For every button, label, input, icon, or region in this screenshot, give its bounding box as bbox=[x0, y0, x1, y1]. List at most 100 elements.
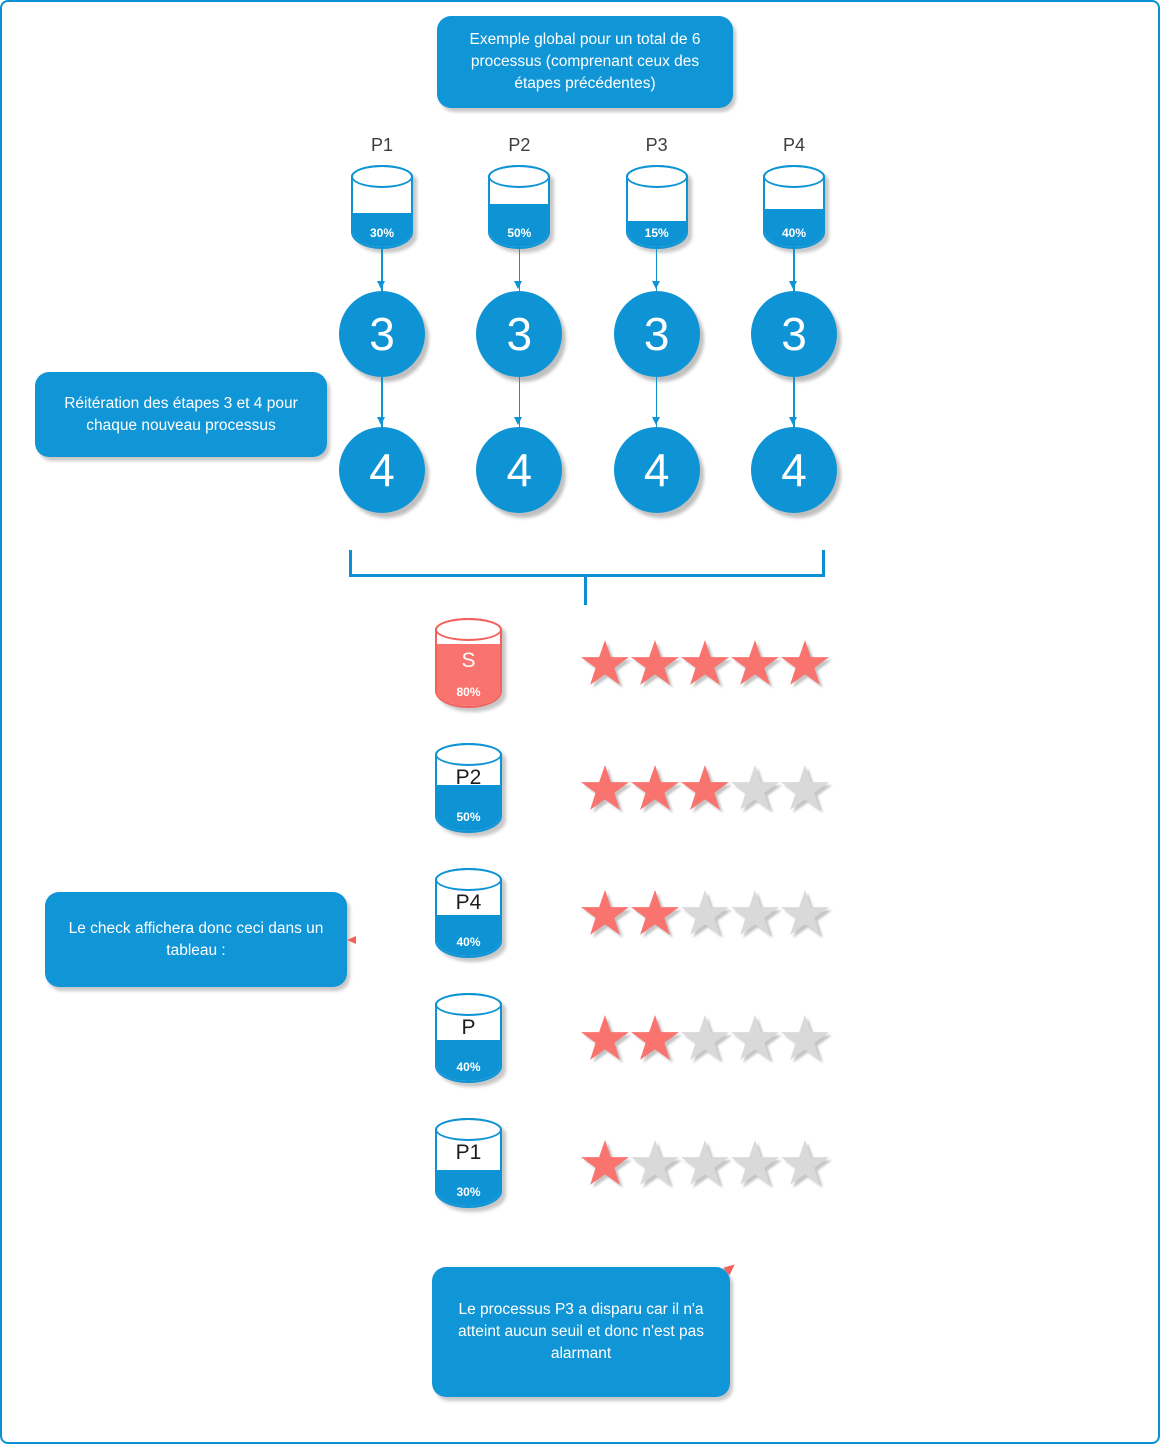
process-column: P2 50% 3 4 bbox=[469, 135, 569, 513]
arrow-down-icon bbox=[378, 249, 385, 291]
star-filled-icon bbox=[731, 640, 779, 685]
rating-label: P2 bbox=[455, 766, 482, 790]
star-rating bbox=[580, 883, 830, 943]
cylinder-percent: 50% bbox=[456, 810, 481, 824]
process-cylinder: 30% bbox=[351, 165, 413, 249]
star-empty-icon bbox=[781, 765, 829, 810]
callout-p3-text: Le processus P3 a disparu car il n'a att… bbox=[458, 1301, 704, 1362]
rating-row: P4 40% bbox=[435, 868, 830, 958]
star-filled-icon bbox=[681, 765, 729, 810]
star-empty-icon bbox=[631, 1140, 679, 1185]
star-empty-icon bbox=[781, 1140, 829, 1185]
cylinder-percent: 50% bbox=[507, 226, 532, 240]
star-rating bbox=[580, 758, 830, 818]
step-4-circle: 4 bbox=[613, 427, 700, 513]
process-cylinder: 50% bbox=[488, 165, 551, 249]
cylinder-fill bbox=[437, 784, 500, 831]
red-arrowhead-icon bbox=[723, 1260, 738, 1276]
cylinder-lid bbox=[351, 165, 413, 188]
cylinder-fill bbox=[627, 220, 686, 247]
step-3-circle: 3 bbox=[750, 291, 837, 377]
star-empty-icon bbox=[681, 1140, 729, 1185]
cylinder-fill bbox=[437, 1169, 500, 1206]
cylinder-fill bbox=[764, 208, 823, 247]
step-4-circle: 4 bbox=[339, 427, 425, 513]
cylinder-lid bbox=[488, 165, 551, 188]
cylinder-lid bbox=[435, 743, 502, 766]
process-cylinder: 15% bbox=[625, 165, 688, 249]
rating-row: P 40% bbox=[435, 993, 830, 1083]
arrow-down-icon bbox=[790, 377, 797, 427]
star-rating bbox=[580, 633, 830, 693]
ratings-table: S 80% P2 50% P4 40% bbox=[435, 618, 830, 1243]
star-filled-icon bbox=[631, 1015, 679, 1060]
cylinder-percent: 30% bbox=[456, 1185, 481, 1199]
cylinder-fill bbox=[353, 213, 411, 247]
process-label: P2 bbox=[508, 135, 531, 155]
arrow-down-icon bbox=[652, 249, 659, 291]
cylinder-lid bbox=[762, 165, 825, 188]
process-column: P4 40% 3 4 bbox=[744, 135, 844, 513]
cylinder-fill bbox=[490, 203, 549, 247]
process-label: P1 bbox=[370, 135, 394, 155]
cylinder-percent: 40% bbox=[456, 1060, 481, 1074]
star-empty-icon bbox=[781, 1015, 829, 1060]
rating-cylinder: S 80% bbox=[435, 618, 502, 708]
star-empty-icon bbox=[731, 1015, 779, 1060]
rating-label: P4 bbox=[455, 891, 482, 915]
cylinder-lid bbox=[435, 868, 502, 891]
star-empty-icon bbox=[781, 890, 829, 935]
rating-label: S bbox=[461, 648, 476, 672]
rating-cylinder: P2 50% bbox=[435, 743, 502, 833]
process-label: P3 bbox=[645, 135, 668, 155]
cylinder-fill bbox=[437, 914, 500, 956]
step-3-circle: 3 bbox=[476, 291, 563, 377]
cylinder-percent: 40% bbox=[781, 226, 806, 240]
rating-row: P1 30% bbox=[435, 1118, 830, 1208]
bracket-connector bbox=[349, 550, 825, 605]
arrow-down-icon bbox=[790, 249, 797, 291]
cylinder-percent: 15% bbox=[644, 226, 669, 240]
process-cylinder: 40% bbox=[762, 165, 825, 249]
cylinder-lid bbox=[435, 618, 502, 641]
process-column: P3 15% 3 4 bbox=[607, 135, 707, 513]
cylinder-fill bbox=[437, 1039, 500, 1081]
star-filled-icon bbox=[581, 1015, 629, 1060]
star-filled-icon bbox=[581, 1140, 629, 1185]
cylinder-lid bbox=[435, 1118, 502, 1141]
step-4-circle: 4 bbox=[750, 427, 837, 513]
star-empty-icon bbox=[681, 1015, 729, 1060]
star-filled-icon bbox=[631, 640, 679, 685]
arrow-down-icon bbox=[515, 249, 522, 291]
star-filled-icon bbox=[781, 640, 829, 685]
process-label: P4 bbox=[782, 135, 805, 155]
cylinder-fill bbox=[437, 644, 500, 706]
star-filled-icon bbox=[631, 765, 679, 810]
rating-label: P1 bbox=[455, 1141, 482, 1165]
callout-reiteration-text: Réitération des étapes 3 et 4 pour chaqu… bbox=[64, 394, 298, 434]
step-4-circle: 4 bbox=[476, 427, 563, 513]
arrow-down-icon bbox=[378, 377, 385, 427]
step-3-circle: 3 bbox=[339, 291, 425, 377]
star-empty-icon bbox=[731, 765, 779, 810]
rating-cylinder: P4 40% bbox=[435, 868, 502, 958]
callout-check-text: Le check affichera donc ceci dans un tab… bbox=[68, 919, 324, 959]
callout-top-text: Exemple global pour un total de 6 proces… bbox=[469, 31, 701, 92]
rating-cylinder: P1 30% bbox=[435, 1118, 502, 1208]
cylinder-percent: 80% bbox=[456, 685, 481, 699]
red-arrowhead-icon bbox=[347, 935, 356, 944]
arrow-down-icon bbox=[652, 377, 659, 427]
star-rating bbox=[580, 1008, 830, 1068]
rating-label: P bbox=[461, 1016, 476, 1040]
process-row: P1 30% 3 4 P2 50% 3 4 P3 bbox=[332, 135, 844, 513]
rating-row: P2 50% bbox=[435, 743, 830, 833]
star-filled-icon bbox=[631, 890, 679, 935]
star-empty-icon bbox=[681, 890, 729, 935]
process-column: P1 30% 3 4 bbox=[332, 135, 432, 513]
star-empty-icon bbox=[731, 1140, 779, 1185]
star-filled-icon bbox=[581, 890, 629, 935]
star-empty-icon bbox=[731, 890, 779, 935]
star-filled-icon bbox=[681, 640, 729, 685]
step-3-circle: 3 bbox=[613, 291, 700, 377]
